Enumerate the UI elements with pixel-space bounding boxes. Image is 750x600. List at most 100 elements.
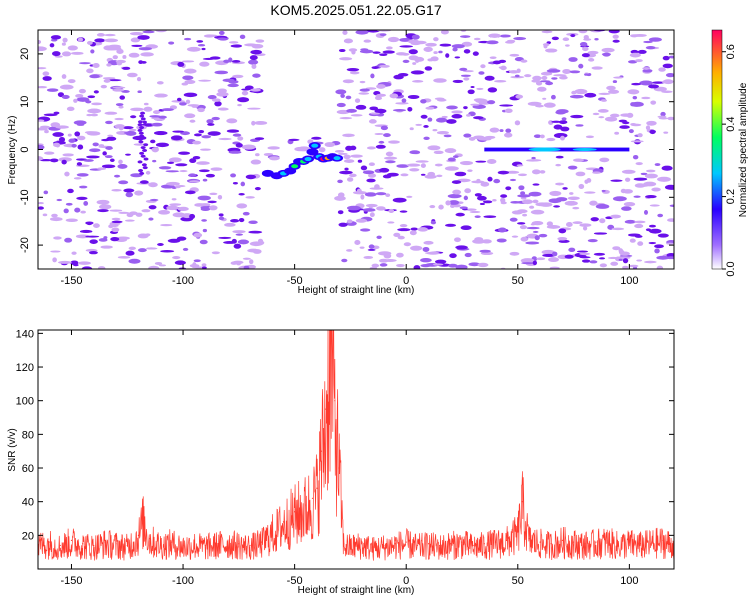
- snr-data-point: [305, 504, 307, 506]
- noise-blob: [165, 170, 180, 173]
- noise-blob: [67, 133, 72, 137]
- noise-blob: [584, 191, 596, 194]
- snr-series-line: [38, 330, 674, 561]
- noise-blob: [80, 210, 86, 214]
- noise-blob: [522, 213, 528, 217]
- noise-blob: [607, 256, 619, 260]
- noise-blob: [101, 164, 116, 169]
- noise-blob: [639, 80, 653, 86]
- noise-blob: [248, 59, 259, 65]
- noise-blob: [392, 108, 407, 112]
- noise-blob: [641, 96, 651, 100]
- noise-blob: [49, 43, 55, 48]
- noise-blob: [150, 139, 156, 144]
- noise-blob: [447, 194, 462, 199]
- noise-blob: [476, 87, 484, 90]
- noise-blob: [177, 61, 185, 67]
- noise-blob: [489, 56, 497, 59]
- noise-blob: [233, 243, 242, 249]
- noise-blob: [337, 179, 343, 184]
- noise-blob: [169, 157, 182, 163]
- noise-blob: [406, 195, 413, 198]
- noise-blob: [118, 180, 129, 185]
- noise-blob: [370, 112, 381, 115]
- noise-blob: [532, 183, 540, 186]
- noise-blob: [420, 163, 426, 168]
- noise-blob: [237, 104, 242, 107]
- feature-cell: [139, 151, 145, 155]
- noise-blob: [618, 249, 625, 255]
- noise-blob: [338, 48, 346, 53]
- noise-blob: [399, 37, 412, 42]
- noise-blob: [386, 172, 399, 177]
- noise-blob: [569, 94, 584, 99]
- noise-blob: [235, 233, 244, 236]
- noise-blob: [517, 194, 531, 198]
- noise-blob: [208, 205, 218, 211]
- noise-blob: [115, 103, 124, 106]
- noise-blob: [622, 258, 629, 264]
- noise-blob: [231, 238, 237, 244]
- noise-blob: [571, 90, 577, 95]
- noise-blob: [516, 164, 524, 167]
- noise-blob: [614, 131, 620, 135]
- snr-data-point: [360, 543, 363, 545]
- noise-blob: [572, 206, 580, 210]
- noise-blob: [561, 75, 568, 79]
- noise-blob: [355, 104, 367, 110]
- snr-data-point: [160, 543, 162, 545]
- noise-blob: [505, 128, 512, 133]
- noise-blob: [480, 64, 486, 69]
- noise-blob: [463, 106, 468, 110]
- noise-blob: [345, 95, 352, 100]
- noise-blob: [493, 178, 501, 184]
- noise-blob: [575, 124, 584, 127]
- noise-blob: [123, 131, 135, 135]
- noise-blob: [122, 66, 131, 70]
- noise-blob: [598, 92, 611, 95]
- noise-blob: [58, 157, 72, 162]
- noise-blob: [197, 195, 211, 201]
- noise-blob: [349, 71, 360, 75]
- noise-blob: [39, 125, 50, 129]
- noise-blob: [189, 213, 196, 220]
- noise-blob: [581, 259, 591, 263]
- noise-blob: [467, 169, 473, 172]
- noise-blob: [425, 42, 437, 47]
- noise-blob: [241, 144, 256, 150]
- snr-data-point: [338, 467, 340, 469]
- noise-blob: [477, 262, 489, 268]
- colorbar: 0.0 0.2 0.4 0.6 Normalized spectral amplitu…: [711, 29, 749, 277]
- noise-blob: [487, 100, 496, 105]
- noise-blob: [67, 188, 74, 194]
- noise-blob: [362, 208, 376, 212]
- noise-blob: [89, 148, 101, 153]
- snr-data-point: [343, 543, 345, 545]
- noise-blob: [597, 109, 609, 113]
- x-tick-label: -100: [172, 575, 194, 587]
- noise-blob: [176, 97, 182, 102]
- noise-blob: [359, 246, 365, 249]
- noise-blob: [451, 110, 463, 114]
- noise-blob: [297, 146, 311, 152]
- noise-blob: [200, 207, 211, 211]
- noise-blob: [122, 54, 127, 59]
- noise-blob: [410, 70, 425, 75]
- noise-blob: [479, 202, 485, 206]
- noise-blob: [346, 177, 354, 182]
- noise-blob: [499, 34, 511, 38]
- noise-blob: [196, 161, 210, 165]
- noise-blob: [578, 183, 585, 190]
- noise-blob: [218, 213, 224, 217]
- noise-blob: [482, 200, 493, 204]
- noise-blob: [214, 101, 222, 107]
- noise-blob: [101, 138, 111, 142]
- noise-blob: [250, 88, 261, 92]
- noise-blob: [200, 148, 211, 151]
- noise-blob: [379, 263, 388, 267]
- noise-blob: [247, 248, 260, 253]
- snr-data-point: [439, 544, 441, 547]
- colorbar-gradient: [711, 29, 723, 270]
- noise-blob: [183, 92, 198, 98]
